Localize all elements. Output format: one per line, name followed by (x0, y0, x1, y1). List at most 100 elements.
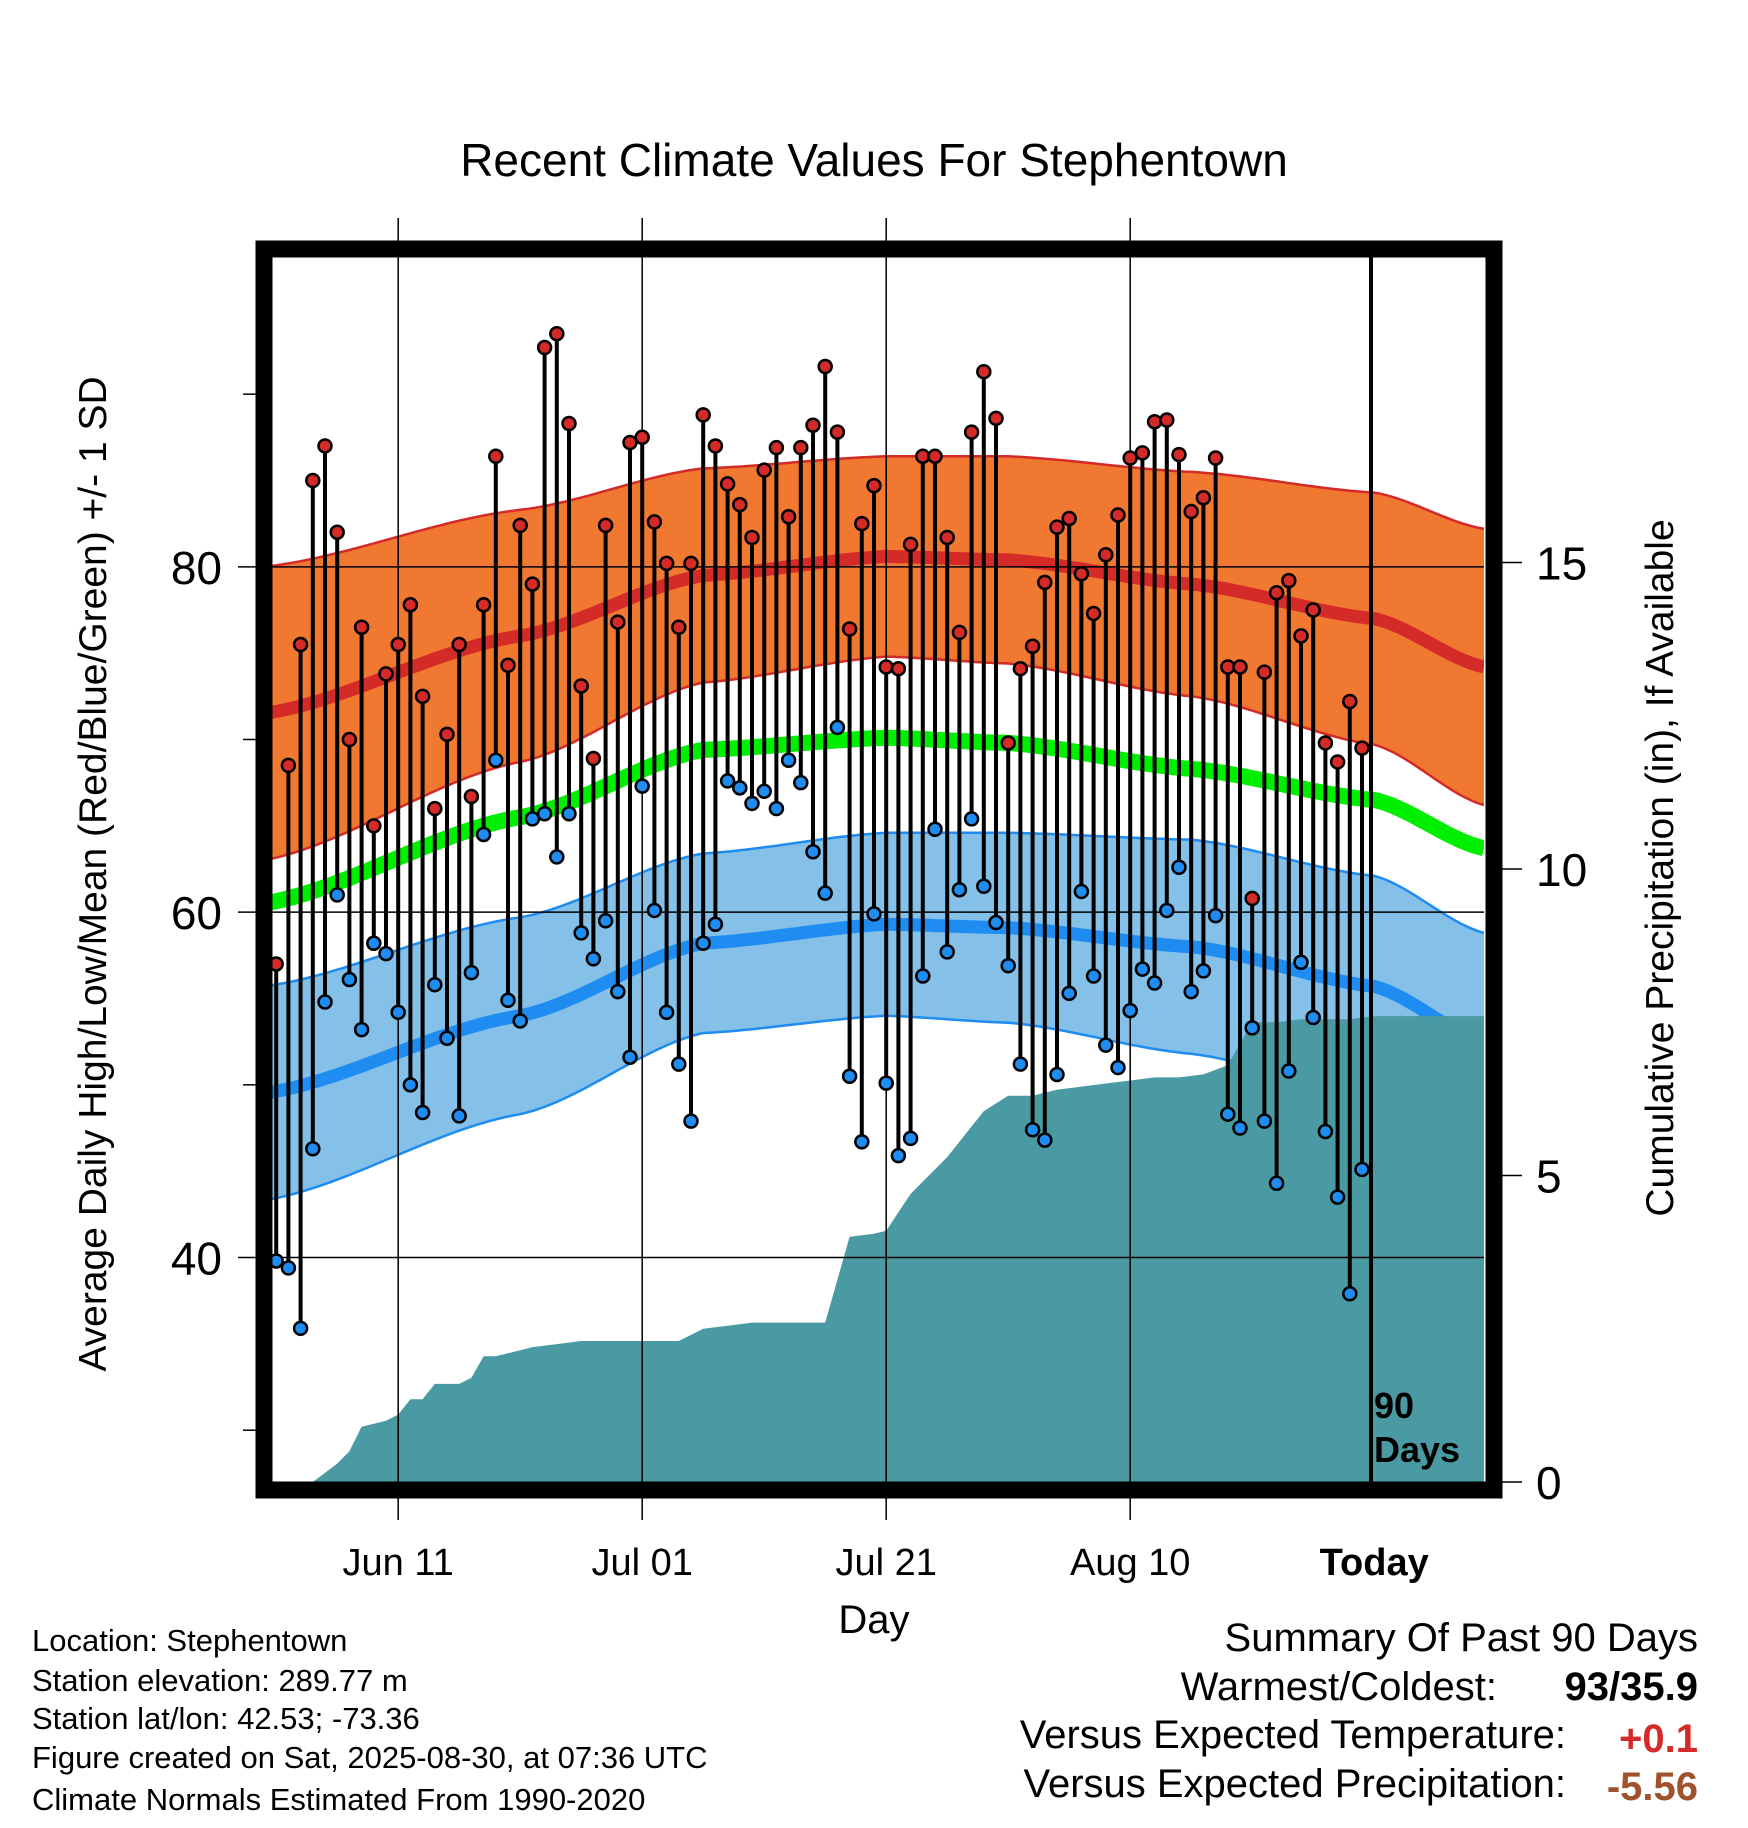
low-temp-point (475, 826, 492, 843)
high-temp-point (573, 678, 589, 694)
low-temp-point (292, 1320, 309, 1337)
low-temp-point (341, 971, 358, 988)
high-temp-point (1085, 605, 1102, 622)
low-temp-point (915, 968, 931, 984)
y-axis-left: 40 60 80 (171, 393, 256, 1431)
low-temp-point (854, 1134, 870, 1150)
high-temp-point (951, 624, 968, 641)
high-temp-point (695, 407, 711, 423)
low-temp-point (439, 1030, 455, 1046)
high-temp-point (988, 410, 1004, 427)
low-temp-point (902, 1130, 919, 1147)
high-temp-point (939, 529, 955, 546)
low-temp-point (939, 944, 955, 960)
low-temp-point (963, 811, 980, 827)
high-temp-point (866, 477, 882, 494)
high-temp-point (1110, 507, 1126, 523)
low-temp-point (1073, 883, 1090, 900)
low-temp-point (829, 719, 846, 736)
low-temp-point (658, 1004, 675, 1021)
low-temp-point (1342, 1286, 1358, 1302)
low-temp-point (1329, 1189, 1346, 1205)
low-temp-point (976, 878, 992, 895)
normals-text: Climate Normals Estimated From 1990-2020 (32, 1782, 645, 1817)
daily-markers (268, 325, 1370, 1337)
low-temp-point (732, 780, 748, 796)
high-temp-point (1268, 584, 1285, 601)
high-temp-point (707, 438, 724, 454)
low-temp-point (1220, 1106, 1236, 1122)
precip-label: Versus Expected Precipitation: (1023, 1762, 1566, 1806)
high-temp-point (646, 514, 663, 530)
high-temp-point (500, 657, 516, 673)
low-temp-point (768, 800, 785, 817)
low-temp-point (634, 778, 650, 794)
low-temp-point (1195, 963, 1212, 979)
high-temp-point (1317, 735, 1334, 751)
high-temp-point (524, 576, 541, 592)
high-temp-point (414, 688, 431, 705)
high-temp-point (317, 438, 333, 454)
cumulative-precip-area (264, 1016, 1484, 1482)
high-temp-point (1012, 660, 1029, 677)
high-temp-point (902, 536, 919, 553)
high-temp-point (1342, 693, 1358, 710)
low-temp-point (793, 774, 809, 791)
x-axis: Jun 11 Jul 01 Jul 21 Aug 10 Today (343, 1542, 1429, 1584)
low-temp-point (1037, 1132, 1053, 1148)
high-temp-point (634, 429, 650, 446)
low-temp-point (951, 881, 968, 898)
warmest-value: 93/35.9 (1565, 1665, 1698, 1709)
low-temp-point (622, 1049, 638, 1065)
low-temp-point (366, 935, 382, 952)
low-temp-point (1354, 1161, 1370, 1178)
high-temp-point (732, 496, 748, 513)
high-temp-point (1000, 735, 1016, 751)
low-temp-point (1183, 983, 1199, 1000)
x-tick-label: Jul 01 (591, 1542, 692, 1584)
high-temp-point (963, 424, 980, 440)
high-temp-point (439, 726, 455, 743)
low-temp-point (329, 887, 345, 903)
y2-tick-label: 10 (1536, 844, 1587, 896)
x-tick-label: Today (1320, 1542, 1429, 1584)
y2-tick-label: 15 (1536, 538, 1587, 590)
y2-axis-label: Cumulative Precipitation (in), If Availa… (1639, 519, 1682, 1216)
high-temp-point (780, 508, 797, 525)
high-temp-point (427, 800, 443, 817)
high-temp-point (366, 818, 382, 834)
x-axis-label: Day (838, 1598, 909, 1642)
low-temp-point (756, 783, 772, 800)
x-tick-label: Jun 11 (343, 1542, 454, 1584)
low-temp-point (488, 752, 504, 768)
low-temp-point (878, 1075, 894, 1091)
high-temp-point (805, 417, 821, 433)
high-temp-point (1171, 446, 1187, 463)
high-temp-point (768, 439, 785, 456)
high-temp-point (378, 666, 394, 682)
low-temp-point (1098, 1037, 1114, 1053)
plot-frame (255, 240, 1503, 1499)
temp-value: +0.1 (1619, 1717, 1698, 1761)
low-temp-point (1085, 968, 1102, 984)
high-temp-point (488, 448, 504, 465)
high-temp-point (817, 358, 833, 375)
low-sd-band (264, 832, 1484, 1201)
y-axis-label: Average Daily High/Low/Mean (Red/Blue/Gr… (72, 376, 115, 1371)
low-temp-point (1024, 1121, 1041, 1138)
high-temp-point (1293, 628, 1309, 644)
high-temp-point (1037, 574, 1053, 591)
high-temp-point (793, 439, 809, 456)
low-temp-point (805, 843, 821, 860)
high-temp-point (1207, 450, 1224, 466)
marker-label-line: 90 (1374, 1385, 1414, 1426)
high-temp-point (1073, 565, 1090, 582)
high-temp-point (719, 476, 736, 492)
low-temp-point (1061, 985, 1077, 1002)
daily-range-stems (274, 333, 1364, 1329)
low-temp-point (414, 1104, 431, 1121)
high-temp-point (463, 788, 480, 805)
low-temp-point (890, 1147, 907, 1164)
low-temp-point (1146, 975, 1163, 991)
temp-label: Versus Expected Temperature: (1020, 1713, 1566, 1757)
